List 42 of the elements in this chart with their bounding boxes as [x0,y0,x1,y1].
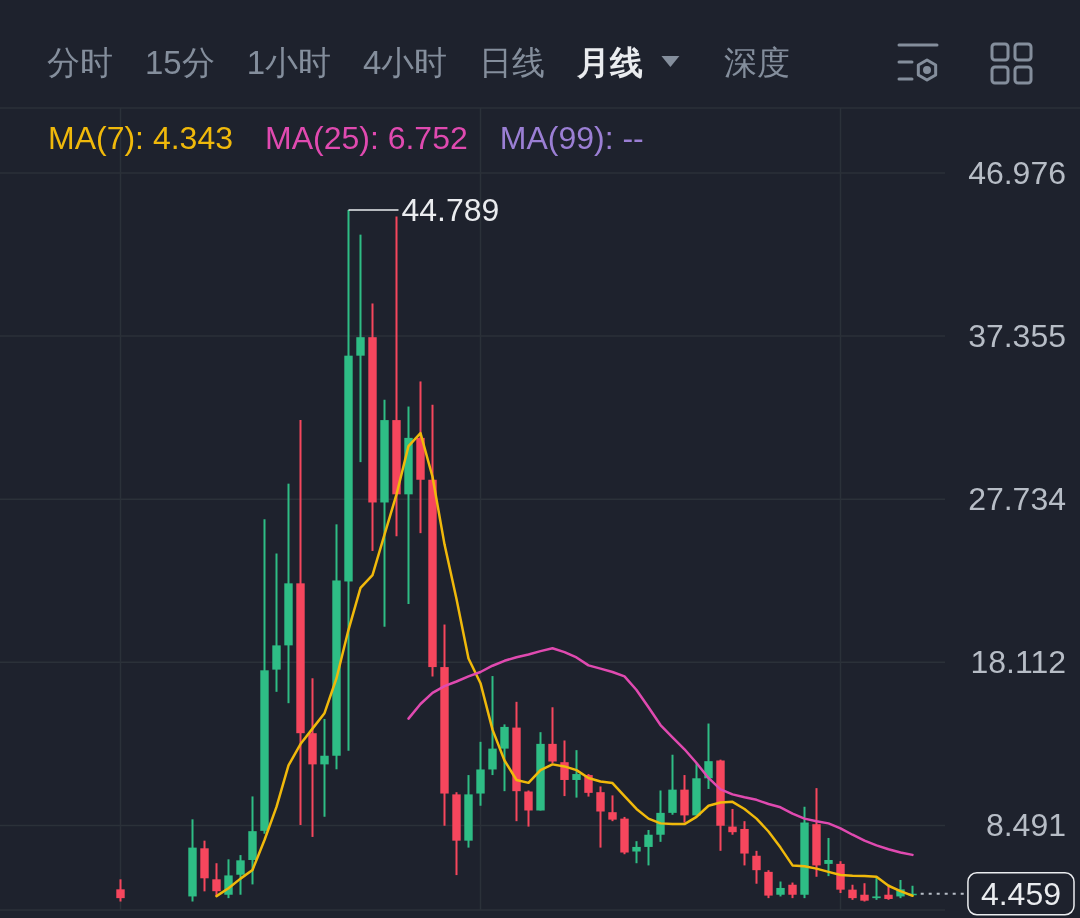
candlestick [500,723,509,793]
candlestick [572,749,581,799]
candlestick [644,828,653,867]
legend-label: MA(99): -- [499,120,644,156]
text: 1小时 [246,43,332,81]
chart-title: 月线 [576,43,644,81]
candlestick [212,862,221,898]
candlestick [488,675,497,777]
text: MA(7): 4.343 [48,120,233,156]
y-tick-label: 8.491 [985,807,1066,844]
text: 深度 [724,43,791,81]
candlestick [116,878,125,903]
candlestick [548,706,557,765]
candlestick [320,717,329,818]
candlestick [608,794,617,823]
candlestick [668,753,677,816]
y-tick-label: 46.976 [968,155,1066,191]
candlestick [524,789,533,828]
text: 4小时 [363,43,448,81]
candlestick [656,789,665,843]
text: 分时 [47,43,113,81]
candlestick [764,869,773,900]
candlestick [236,854,245,896]
annotation: 44.789 [401,192,500,229]
y-tick-label: 18.112 [970,644,1066,681]
candlestick [860,882,869,903]
line-series [407,647,914,857]
candlestick [872,875,881,901]
candlestick [752,849,761,885]
candlestick [356,233,365,464]
candlestick [560,739,569,798]
text: MA(25): 6.752 [264,120,468,156]
ref-line-label: 4.459 [980,875,1061,912]
candlestick [704,722,713,790]
text: 15分 [145,43,215,81]
candlestick [632,840,641,865]
candlestick [728,807,737,836]
candlestick [824,836,833,878]
candlestick [596,785,605,849]
y-tick-label: 37.355 [968,318,1066,355]
y-tick-label: 27.734 [968,481,1066,518]
text: 日线 [479,43,546,81]
